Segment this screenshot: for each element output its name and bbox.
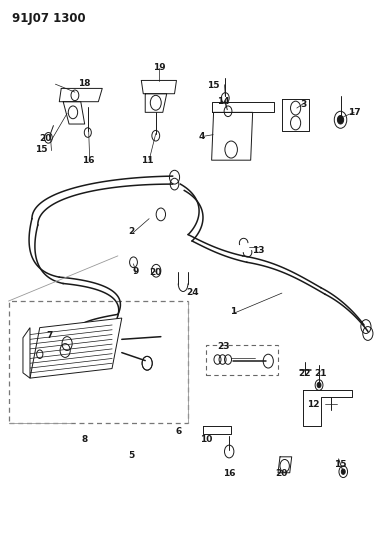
Text: 3: 3 [300, 100, 307, 109]
Text: 23: 23 [217, 342, 230, 351]
Text: 4: 4 [199, 132, 205, 141]
Text: 19: 19 [152, 63, 165, 71]
Text: 17: 17 [348, 108, 361, 117]
Text: 22: 22 [298, 369, 311, 378]
Text: 20: 20 [276, 469, 288, 478]
Text: 20: 20 [40, 134, 52, 143]
Text: 16: 16 [82, 156, 95, 165]
Text: 16: 16 [223, 470, 236, 478]
Text: 91J07 1300: 91J07 1300 [13, 12, 86, 26]
Circle shape [341, 469, 345, 474]
Text: 6: 6 [175, 427, 181, 436]
Text: 11: 11 [141, 156, 153, 165]
Text: 20: 20 [149, 269, 161, 277]
Text: 21: 21 [314, 369, 327, 378]
Polygon shape [30, 318, 122, 378]
Circle shape [338, 116, 344, 124]
Text: 9: 9 [132, 268, 139, 276]
Text: 15: 15 [334, 460, 347, 469]
Text: 2: 2 [129, 228, 135, 237]
Circle shape [317, 382, 321, 387]
Text: 1: 1 [230, 307, 236, 316]
Polygon shape [23, 328, 30, 378]
Text: 15: 15 [35, 145, 48, 154]
Text: 24: 24 [186, 287, 198, 296]
Text: 7: 7 [46, 331, 53, 340]
Text: 18: 18 [78, 78, 91, 87]
Text: 5: 5 [129, 451, 135, 460]
Text: 12: 12 [307, 400, 319, 409]
Text: 13: 13 [252, 246, 265, 255]
Text: 15: 15 [207, 81, 220, 90]
Text: 10: 10 [200, 435, 212, 444]
Text: 14: 14 [217, 97, 230, 106]
Text: 8: 8 [82, 435, 88, 444]
